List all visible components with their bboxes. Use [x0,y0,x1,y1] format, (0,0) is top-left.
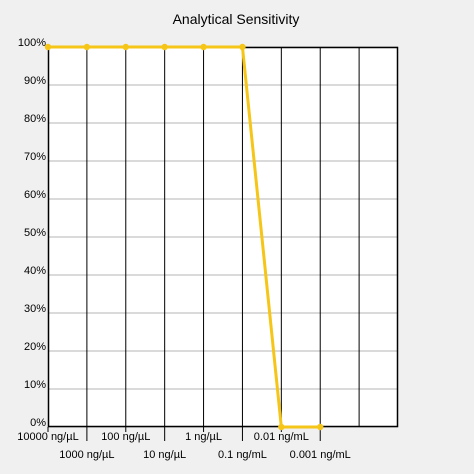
series [44,43,324,431]
y-tick-label: 10% [24,379,46,391]
x-tick-label: 10000 ng/µL [17,431,78,443]
y-tick-label: 20% [24,341,46,353]
y-tick-label: 70% [24,151,46,163]
data-point [239,43,246,51]
x-tick-label: 100 ng/µL [101,431,150,443]
y-tick-label: 100% [18,37,46,49]
y-axis-ticks: 0% 10% 20% 30% 40% 50% 60% 70% 80% 90% 100% [18,37,46,429]
x-tick-label: 0.001 ng/mL [290,449,351,461]
chart-title: Analytical Sensitivity [173,11,300,27]
y-tick-label: 80% [24,113,46,125]
y-tick-label: 40% [24,265,46,277]
x-axis-ticks: 10000 ng/µL 1000 ng/µL 100 ng/µL 10 ng/µL 1 … [17,427,351,461]
y-tick-label: 50% [24,227,46,239]
series-line [48,45,321,429]
data-point [122,43,129,51]
vertical-gridlines [86,47,360,427]
x-tick-label: 0.01 ng/mL [254,431,309,443]
data-point [278,423,285,431]
data-point [161,43,168,51]
y-tick-label: 0% [30,417,46,429]
data-point [317,423,324,431]
x-tick-label: 10 ng/µL [143,449,186,461]
x-tick-label: 0.1 ng/mL [218,449,267,461]
y-tick-label: 90% [24,75,46,87]
data-point [44,43,52,51]
x-tick-label: 1000 ng/µL [59,449,114,461]
data-point [83,43,91,51]
data-point [200,43,207,51]
y-tick-label: 30% [24,303,46,315]
x-tick-label: 1 ng/µL [185,431,222,443]
y-tick-label: 60% [24,189,46,201]
